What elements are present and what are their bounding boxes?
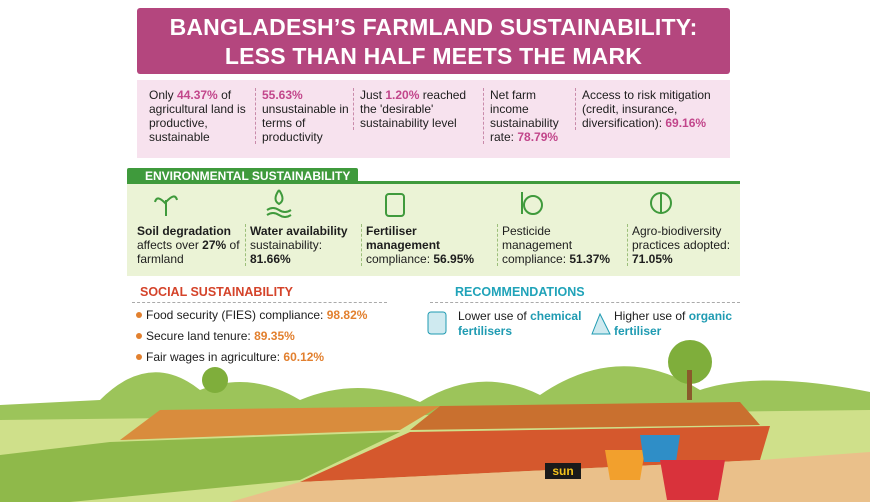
stat: Only 44.37% of agricultural land is prod…	[143, 88, 253, 144]
env-text: of farmland	[137, 238, 240, 266]
social-item: Secure land tenure: 89.35%	[136, 329, 295, 343]
icon	[591, 312, 611, 335]
env-text: affects over	[137, 238, 199, 252]
icon	[385, 193, 405, 217]
bucket	[640, 435, 680, 462]
section-header: RECOMMENDATIONS	[455, 285, 585, 299]
env-item: Soil degradation affects over 27% of far…	[133, 195, 241, 266]
tree	[668, 340, 712, 384]
logo-box	[545, 463, 581, 479]
rec-highlight: organic fertiliser	[614, 309, 733, 338]
env-item: Water availability sustainability: 81.66…	[245, 189, 356, 266]
social-value: 98.82%	[326, 308, 368, 322]
social-text: Fair wages in agriculture:	[146, 350, 281, 364]
env-text: compliance:	[366, 252, 431, 266]
social-text: Secure land tenure:	[146, 329, 251, 343]
section-rule	[127, 181, 740, 184]
env-item: Fertiliser management compliance: 56.95%	[361, 193, 494, 266]
stat: Just 1.20% reached the 'desirable' susta…	[353, 88, 482, 130]
env-title: Water availability	[250, 224, 348, 238]
field	[410, 402, 760, 430]
landscape: sun	[0, 330, 870, 502]
social-item: Fair wages in agriculture: 60.12%	[135, 350, 325, 364]
recommendation: Lower use of chemical fertilisers	[458, 309, 583, 339]
stat-text: unsustainable in terms of productivity	[262, 102, 349, 144]
icon	[521, 192, 543, 215]
field	[0, 432, 400, 502]
title-line: LESS THAN HALF MEETS THE MARK	[224, 43, 643, 69]
stat: Net farm income sustainability rate: 78.…	[483, 88, 574, 144]
stat: Access to risk mitigation (credit, insur…	[575, 88, 730, 130]
stat-lead: Just	[360, 88, 383, 102]
title-banner: BANGLADESH’S FARMLAND SUSTAINABILITY: LE…	[137, 8, 730, 74]
key-stats: Only 44.37% of agricultural land is prod…	[137, 80, 730, 158]
rec-highlight: chemical fertilisers	[458, 309, 582, 338]
tree	[202, 367, 228, 393]
env-value: 81.66%	[250, 252, 291, 266]
stat-lead: Access to risk mitigation (credit, insur…	[582, 88, 711, 130]
social-value: 89.35%	[254, 329, 295, 343]
stat-lead: Net farm income sustainability rate:	[490, 88, 559, 144]
env-value: 27%	[202, 238, 227, 252]
stat-text: reached the 'desirable' sustainability l…	[360, 88, 467, 130]
stat-value: 1.20%	[385, 88, 420, 102]
stat-lead: Only	[149, 88, 174, 102]
section-header: SOCIAL SUSTAINABILITY	[140, 285, 294, 299]
bucket	[605, 450, 645, 480]
social-value: 60.12%	[283, 350, 325, 364]
stat-text: of agricultural land is productive, sust…	[149, 88, 246, 144]
logo: sun	[552, 464, 573, 478]
env-value: 51.37%	[569, 252, 611, 266]
icon	[427, 311, 447, 335]
env-title: Soil degradation	[137, 224, 232, 238]
icon	[266, 189, 292, 218]
environmental-panel: Soil degradation affects over 27% of far…	[127, 184, 740, 276]
rec-text: Higher use of	[614, 309, 686, 323]
recommendation: Higher use of organic fertiliser	[614, 309, 739, 339]
stat: 55.63% unsustainable in terms of product…	[255, 88, 352, 144]
section-rule	[430, 302, 740, 303]
env-title: Fertiliser management	[366, 224, 441, 252]
stat-value: 44.37%	[177, 88, 218, 102]
env-value: 71.05%	[632, 252, 673, 266]
title-line: BANGLADESH’S FARMLAND SUSTAINABILITY:	[169, 14, 698, 40]
rec-text: Lower use of	[458, 309, 527, 323]
env-text: Pesticide management compliance:	[502, 224, 573, 266]
section-rule	[132, 302, 387, 303]
social-text: Food security (FIES) compliance:	[146, 308, 324, 322]
section-header: ENVIRONMENTAL SUSTAINABILITY	[127, 168, 359, 184]
env-item: Pesticide management compliance: 51.37%	[497, 192, 622, 266]
bucket	[660, 460, 725, 500]
tree-trunk	[687, 370, 692, 400]
env-item: Agro-biodiversity practices adopted: 71.…	[627, 192, 742, 266]
stat-value: 78.79%	[517, 130, 559, 144]
field	[120, 406, 440, 440]
env-value: 56.95%	[433, 252, 475, 266]
env-text: Agro-biodiversity practices adopted:	[632, 224, 731, 252]
icon	[154, 195, 178, 216]
stat-value: 55.63%	[262, 88, 303, 102]
env-text: sustainability:	[250, 238, 323, 252]
social-item: Food security (FIES) compliance: 98.82%	[135, 308, 368, 322]
icon	[650, 192, 672, 214]
stat-value: 69.16%	[665, 116, 707, 130]
